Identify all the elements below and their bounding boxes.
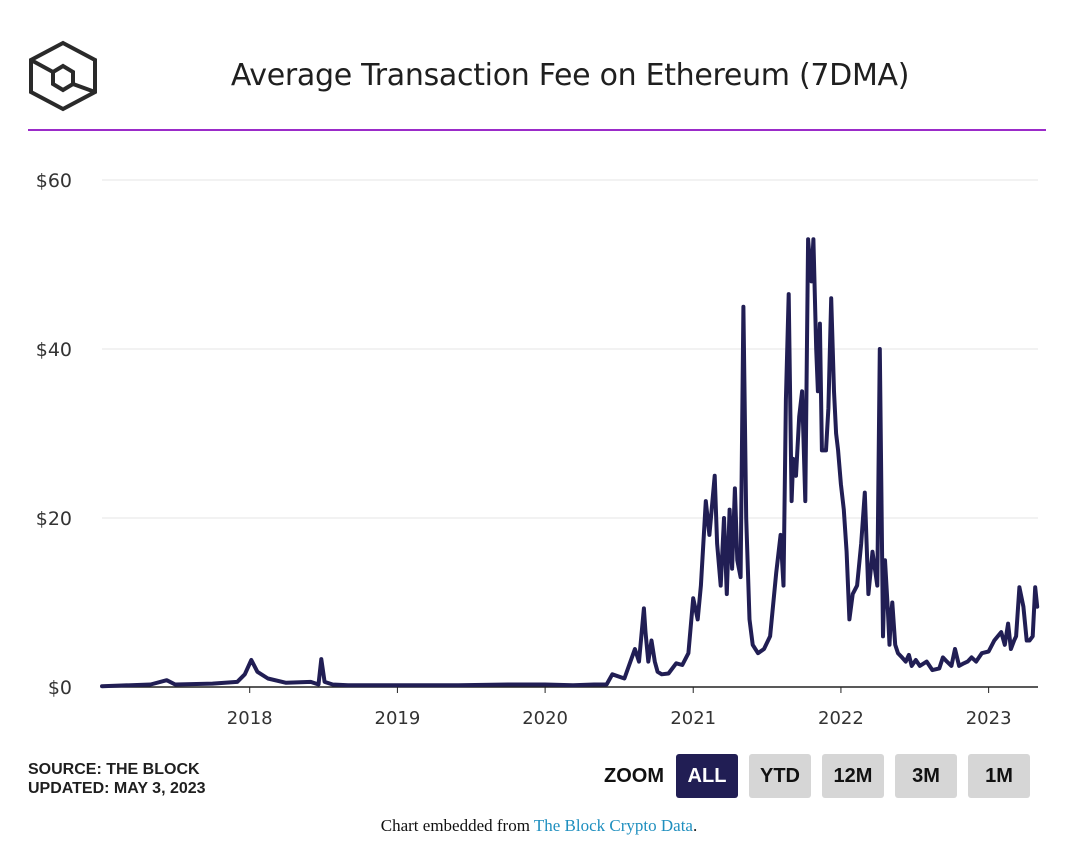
y-axis: $0 $20 $40 $60 [36,170,72,699]
y-tick-label: $20 [36,508,72,530]
fee-line-chart: $0 $20 $40 $60 2018 2019 2020 2021 2022 2023 [36,170,1040,729]
embed-suffix: . [692,816,698,835]
updated-label: UPDATED: MAY 3, 2023 [28,780,206,797]
x-tick-label: 2020 [522,708,568,729]
x-tick-label: 2023 [966,708,1012,729]
the-block-logo-icon [29,40,97,112]
x-tick-label: 2018 [227,708,273,729]
gridlines [102,179,1038,519]
y-tick-label: $60 [36,170,72,192]
zoom-ytd-button[interactable]: YTD [749,754,811,798]
source-note: SOURCE: THE BLOCK UPDATED: MAY 3, 2023 [28,760,206,798]
zoom-3m-button[interactable]: 3M [895,754,957,798]
embed-prefix: Chart embedded from [380,816,534,835]
zoom-12m-button[interactable]: 12M [822,754,884,798]
embed-link[interactable]: The Block Crypto Data [533,816,693,835]
x-tick-label: 2019 [375,708,421,729]
title-divider [28,129,1046,131]
x-axis: 2018 2019 2020 2021 2022 2023 [102,686,1038,729]
y-tick-label: $0 [48,677,72,699]
zoom-controls: ZOOM ALL YTD 12M 3M 1M [604,754,1041,798]
embed-note: Chart embedded from The Block Crypto Dat… [0,816,1078,836]
chart-title: Average Transaction Fee on Ethereum (7DM… [230,58,910,93]
zoom-label: ZOOM [604,764,664,787]
y-tick-label: $40 [36,339,72,361]
chart-header: Average Transaction Fee on Ethereum (7DM… [0,0,1078,132]
x-tick-label: 2022 [818,708,864,729]
zoom-all-button[interactable]: ALL [676,754,738,798]
series-line [100,237,1040,689]
x-tick-label: 2021 [670,708,716,729]
zoom-1m-button[interactable]: 1M [968,754,1030,798]
source-label: SOURCE: THE BLOCK [28,761,200,778]
